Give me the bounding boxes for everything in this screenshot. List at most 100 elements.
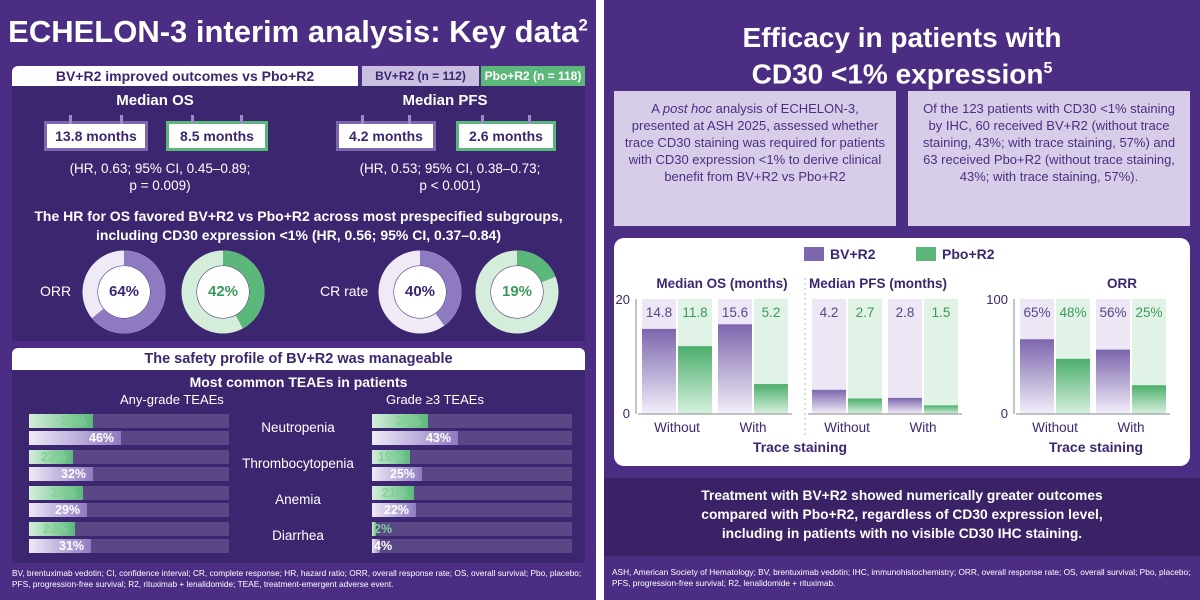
any-grade-pbo-bar [29,414,93,428]
grade3-pbo-bar [372,522,376,536]
legend-bv-swatch [804,247,824,261]
left-title-ref: 2 [578,15,588,35]
any-grade-pbo-bar [29,450,73,464]
grade3-label: Grade ≥3 TEAEs [386,392,484,407]
x-category-label: With [1118,420,1145,435]
right-title-line1: Efficacy in patients with [742,22,1062,53]
subgroup-line1: The HR for OS favored BV+R2 vs Pbo+R2 ac… [34,208,563,224]
bar-bv-r2 [1096,349,1130,414]
bar-value-label: 2.8 [896,305,915,320]
grade3-bv-bar [372,503,416,517]
grade3-bv-bar [372,539,380,553]
x-category-label: With [910,420,937,435]
any-grade-pbo-bar-track: 22% [29,450,229,464]
median-pfs-label: Median PFS [402,92,488,109]
bar-pbo-r2 [754,384,788,414]
orr-bv-donut: 64% [81,249,167,335]
any-grade-bv-bar [29,431,121,445]
grade3-pbo-bar [372,486,414,500]
bv-arm-badge: BV+R2 (n = 112) [362,66,479,86]
right-title: Efficacy in patients with CD30 <1% expres… [604,22,1200,89]
cr-pbo-value: 19% [501,283,533,300]
any-grade-bv-bar-value: 46% [89,431,115,445]
legend-bv-label: BV+R2 [830,246,876,262]
patient-breakdown: Of the 123 patients with CD30 <1% staini… [908,91,1190,226]
grade3-bv-bar-track: 43% [372,431,572,445]
median-os-label: Median OS [116,92,194,109]
cr-pbo-donut: 19% [474,249,560,335]
grade3-pbo-bar-value: 21% [382,486,408,500]
conclusion-band [604,478,1200,556]
any-grade-pbo-bar-value: 27% [51,486,77,500]
grade3-bv-bar-track: 22% [372,503,572,517]
panel-title: Median PFS (months) [809,276,947,291]
grade3-pbo-bar [372,450,410,464]
outcomes-header: BV+R2 improved outcomes vs Pbo+R2 BV+R2 … [12,66,585,86]
grade3-bv-bar-track: 4% [372,539,572,553]
any-grade-bv-bar-track: 31% [29,539,229,553]
bar-value-label: 65% [1023,305,1050,320]
any-grade-bv-bar-value: 31% [59,539,85,553]
left-title: ECHELON-3 interim analysis: Key data2 [0,14,596,50]
bar-pbo-r2 [678,346,712,414]
bar-background [888,299,922,414]
bar-bv-r2 [1020,339,1054,414]
any-grade-bv-bar-track: 32% [29,467,229,481]
x-category-label: Without [654,420,700,435]
any-grade-pbo-bar-track: 32% [29,414,229,428]
grade3-bv-bar-value: 25% [390,467,416,481]
safety-header: The safety profile of BV+R2 was manageab… [12,348,585,370]
orr-pbo-value: 42% [207,283,239,300]
median-os-hr: (HR, 0.63; 95% CI, 0.45–0.89; p = 0.009) [40,160,280,194]
any-grade-bv-bar-value: 32% [61,467,87,481]
post-hoc-description: A post hoc analysis of ECHELON-3, presen… [614,91,896,226]
teae-name: Diarrhea [272,528,324,543]
grade3-bv-bar-value: 43% [426,431,452,445]
bar-bv-r2 [718,324,752,414]
grade3-pbo-bar-value: 19% [378,450,404,464]
any-grade-bv-bar-track: 46% [29,431,229,445]
grade3-pbo-bar-track: 19% [372,450,572,464]
bar-pbo-r2 [924,405,958,414]
median-pfs-pbo-value: 2.6 months [456,115,556,151]
teae-name: Thrombocytopenia [242,456,354,471]
orr-pbo-donut: 42% [180,249,266,335]
panel-divider [596,0,604,600]
median-os-hr-line2: p = 0.009) [129,178,191,193]
y-tick-label: 20 [616,292,630,307]
any-grade-bv-bar-track: 29% [29,503,229,517]
x-axis-title: Trace staining [1049,439,1143,455]
bar-pbo-r2 [1056,358,1090,414]
any-grade-pbo-bar-value: 23% [43,522,69,536]
conclusion: Treatment with BV+R2 showed numerically … [604,486,1200,543]
bar-bv-r2 [888,397,922,414]
grade3-bv-bar-track: 25% [372,467,572,481]
teae-name: Anemia [275,492,321,507]
outcomes-header-title: BV+R2 improved outcomes vs Pbo+R2 [12,66,358,86]
bar-background [924,299,958,414]
any-grade-pbo-bar-track: 23% [29,522,229,536]
bar-value-label: 48% [1059,305,1086,320]
pbo-arm-badge: Pbo+R2 (n = 118) [481,66,585,86]
x-category-label: Without [1032,420,1078,435]
grade3-bv-bar-value: 4% [374,539,393,553]
cr-bv-value: 40% [404,283,436,300]
left-title-text: ECHELON-3 interim analysis: Key data [8,14,579,49]
left-footnote: BV, brentuximab vedotin; CI, confidence … [12,568,582,589]
x-category-label: Without [824,420,870,435]
any-grade-bv-bar [29,467,93,481]
bar-value-label: 1.5 [932,305,951,320]
median-pfs-hr: (HR, 0.53; 95% CI, 0.38–0.73; p < 0.001) [330,160,570,194]
any-grade-pbo-bar-value: 22% [41,450,67,464]
any-grade-pbo-bar-track: 27% [29,486,229,500]
grade3-pbo-bar-track: 2% [372,522,572,536]
efficacy-chart: BV+R2 Pbo+R2 Median OS (months) 20 0 14.8 11.8… [616,246,1170,455]
any-grade-bv-bar [29,503,87,517]
median-pfs-hr-line2: p < 0.001) [419,178,481,193]
bar-value-label: 14.8 [646,305,672,320]
any-grade-bv-bar [29,539,91,553]
bar-pbo-r2 [848,398,882,414]
subgroup-statement: The HR for OS favored BV+R2 vs Pbo+R2 ac… [12,207,585,245]
grade3-pbo-bar-track: 28% [372,414,572,428]
any-grade-bv-bar-value: 29% [55,503,81,517]
